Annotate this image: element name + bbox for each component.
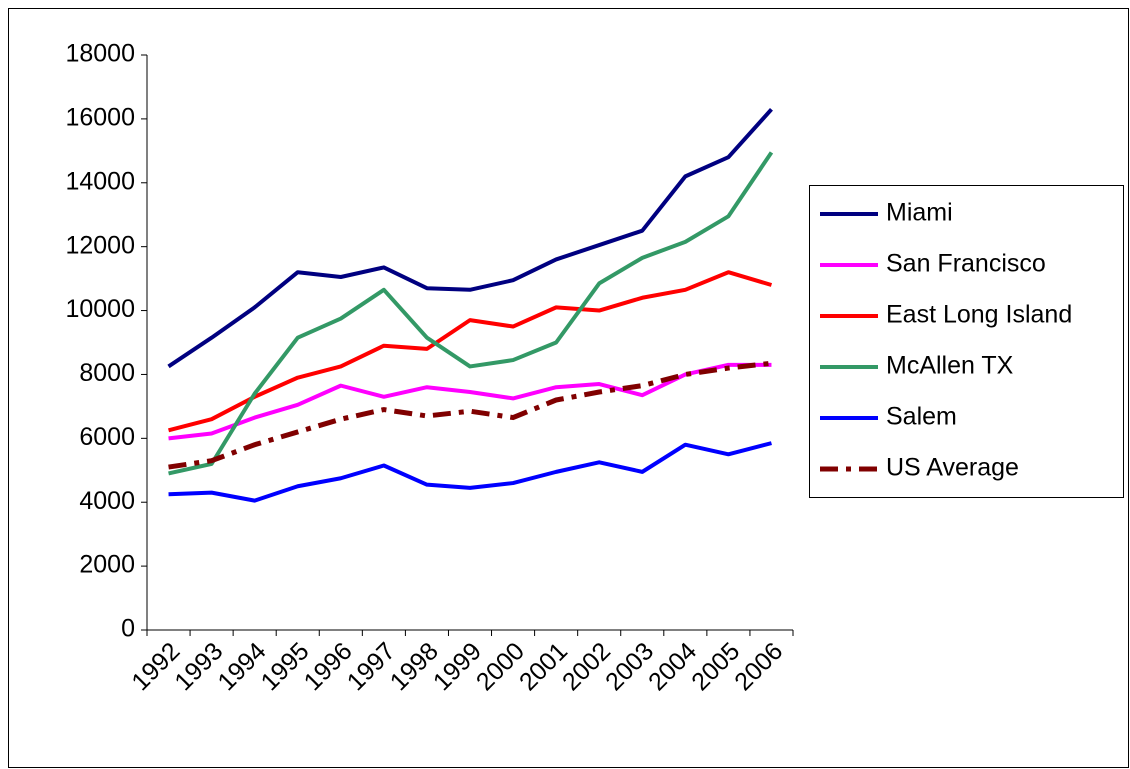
x-tick-label: 2005 (686, 637, 745, 696)
x-tick-label: 1995 (256, 637, 315, 696)
x-tick-label: 2004 (643, 637, 702, 696)
x-tick-label: 2000 (471, 637, 530, 696)
legend-label: East Long Island (886, 301, 1072, 329)
x-tick-label: 1993 (169, 637, 228, 696)
x-tick-label: 1996 (299, 637, 358, 696)
x-tick-label: 2006 (729, 637, 788, 696)
legend-label: Salem (886, 403, 957, 431)
y-tick-label: 12000 (65, 231, 135, 259)
y-tick-label: 2000 (79, 551, 135, 579)
y-tick-label: 8000 (79, 359, 135, 387)
x-tick-label: 2001 (514, 637, 573, 696)
series-line (167, 107, 773, 369)
chart-frame (8, 8, 1129, 768)
y-tick-label: 4000 (79, 487, 135, 515)
legend-label: US Average (886, 454, 1019, 482)
y-tick-label: 16000 (65, 103, 135, 131)
series-line (168, 362, 772, 441)
series-line (168, 151, 774, 476)
x-tick-label: 2003 (600, 637, 659, 696)
legend-label: Miami (886, 199, 953, 227)
series-line (168, 270, 773, 433)
x-tick-label: 1999 (428, 637, 487, 696)
x-tick-label: 1998 (385, 637, 444, 696)
legend-label: McAllen TX (886, 352, 1014, 380)
y-tick-label: 18000 (65, 40, 135, 68)
y-tick-label: 10000 (65, 295, 135, 323)
x-tick-label: 1997 (342, 637, 401, 696)
legend: Miami San Francisco East Long Island McAlle… (809, 185, 1124, 498)
y-tick-label: 6000 (79, 423, 135, 451)
series-line (168, 360, 772, 470)
x-tick-label: 2002 (557, 637, 616, 696)
x-tick-label: 1992 (126, 637, 185, 696)
y-tick-label: 14000 (65, 167, 135, 195)
legend-box (809, 185, 1124, 498)
legend-label: San Francisco (886, 250, 1046, 278)
x-tick-label: 1994 (212, 637, 271, 696)
y-tick-label: 0 (121, 615, 135, 643)
series-line (168, 441, 772, 503)
